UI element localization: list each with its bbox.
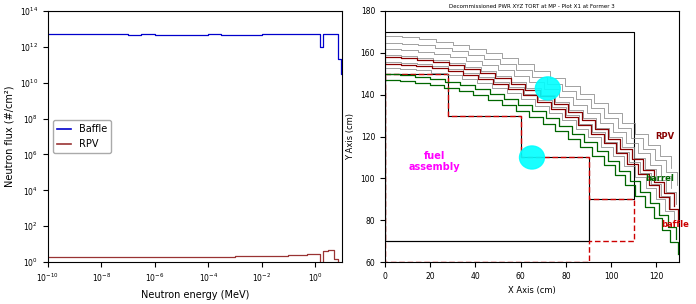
Y-axis label: Neutron flux (#/cm²): Neutron flux (#/cm²)	[4, 86, 14, 187]
Text: baffle: baffle	[661, 220, 689, 229]
Text: fuel
assembly: fuel assembly	[409, 151, 461, 172]
X-axis label: Neutron energy (MeV): Neutron energy (MeV)	[141, 290, 249, 300]
Text: RPV: RPV	[656, 132, 674, 141]
Text: barrel: barrel	[646, 174, 674, 183]
Circle shape	[519, 146, 544, 169]
Y-axis label: Y Axis (cm): Y Axis (cm)	[346, 113, 355, 160]
Title: Decommissioned PWR XYZ TORT at MP - Plot X1 at Former 3: Decommissioned PWR XYZ TORT at MP - Plot…	[449, 4, 615, 9]
Legend: Baffle, RPV: Baffle, RPV	[53, 120, 111, 153]
X-axis label: X Axis (cm): X Axis (cm)	[508, 286, 556, 295]
Circle shape	[535, 77, 560, 100]
